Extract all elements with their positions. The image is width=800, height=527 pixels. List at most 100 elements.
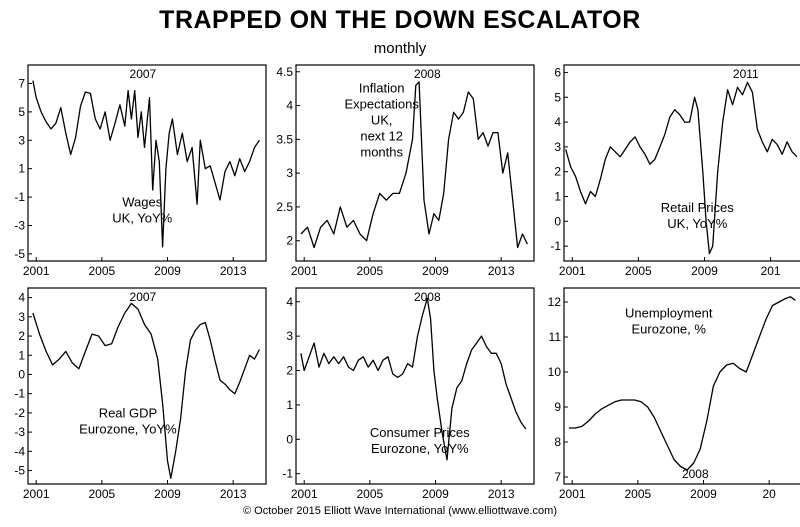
y-tick-label: 6 (554, 65, 561, 79)
series-label: Eurozone, % (632, 322, 707, 337)
x-tick-label: 2001 (23, 487, 50, 501)
y-tick-label: 0 (286, 432, 293, 446)
y-tick-label: 7 (554, 470, 561, 484)
plot-frame (295, 64, 535, 262)
chart-panel-6: 7 8 9 10 11 12 2001 2005 2009 20 UnemploymentEuroz… (548, 287, 800, 501)
peak-annotation: 2007 (130, 67, 157, 81)
y-tick-label: 11 (549, 330, 562, 344)
x-tick-label: 2013 (488, 487, 515, 501)
y-tick-label: -1 (282, 467, 293, 481)
series-line (32, 80, 260, 248)
chart-panel-3: -1 0 1 2 3 4 5 6 2001 2005 2009 201 Retail PricesUK,… (550, 64, 800, 278)
x-tick-label: 2013 (220, 264, 247, 278)
y-tick-label: 4.5 (276, 65, 293, 79)
y-tick-label: 3 (286, 166, 293, 180)
y-tick-label: 8 (554, 435, 561, 449)
series-label: Unemployment (625, 306, 713, 321)
chart-title: TRAPPED ON THE DOWN ESCALATOR (159, 6, 641, 34)
peak-annotation: 2008 (414, 290, 441, 304)
y-tick-label: 7 (18, 76, 25, 90)
peak-annotation: 2007 (130, 290, 157, 304)
series-label: Inflation (359, 81, 405, 96)
y-tick-label: 5 (18, 105, 25, 119)
series-line (565, 81, 798, 255)
series-label: Retail Prices (661, 200, 734, 215)
y-tick-label: 0 (554, 214, 561, 228)
y-tick-label: 2 (286, 364, 293, 378)
x-tick-label: 2009 (422, 487, 449, 501)
y-tick-label: 1 (286, 398, 293, 412)
y-tick-label: 3 (18, 310, 25, 324)
x-tick-label: 2013 (220, 487, 247, 501)
series-label: Eurozone, YoY% (371, 441, 469, 456)
x-tick-label: 2005 (89, 487, 116, 501)
peak-annotation: 2008 (682, 467, 709, 481)
x-tick-label: 2009 (154, 487, 181, 501)
y-tick-label: 3 (18, 133, 25, 147)
series-label: Real GDP (99, 406, 158, 421)
series-label: UK, (371, 113, 393, 128)
series-line (300, 297, 527, 461)
x-tick-label: 2005 (357, 487, 384, 501)
chart-panel-4: -5 -4 -3 -2 -1 0 1 2 3 4 2001 2005 2009 2013 Real GDPE… (14, 287, 267, 501)
y-tick-label: 0 (18, 367, 25, 381)
chart-panel-5: -1 0 1 2 3 4 2001 2005 2009 2013 Consumer PricesEu… (282, 287, 535, 501)
y-tick-label: -5 (14, 247, 25, 261)
y-tick-label: -1 (14, 387, 25, 401)
y-tick-label: -3 (14, 218, 25, 232)
x-tick-label: 201 (761, 264, 781, 278)
x-tick-label: 2001 (291, 487, 318, 501)
y-tick-label: 1 (554, 189, 561, 203)
plot-frame (27, 64, 267, 262)
x-tick-label: 2009 (690, 487, 717, 501)
copyright-credit: © October 2015 Elliott Wave Internationa… (243, 505, 557, 517)
y-tick-label: 10 (548, 365, 562, 379)
chart-subtitle: monthly (373, 40, 427, 57)
plot-frame (27, 287, 267, 485)
x-tick-label: 2001 (559, 487, 586, 501)
y-tick-label: 4 (18, 291, 25, 305)
series-line (300, 81, 528, 249)
y-tick-label: 3 (554, 140, 561, 154)
series-label: months (360, 145, 403, 160)
y-tick-label: 2.5 (276, 200, 293, 214)
series-label: Expectations (344, 97, 419, 112)
y-tick-label: 4 (554, 115, 561, 129)
x-tick-label: 2005 (625, 264, 652, 278)
series-label: Wages (122, 194, 162, 209)
series-line (568, 296, 796, 471)
x-tick-label: 2005 (89, 264, 116, 278)
plot-frame (563, 64, 800, 262)
x-tick-label: 2013 (488, 264, 515, 278)
peak-annotation: 2008 (414, 67, 441, 81)
y-tick-label: 4 (286, 99, 293, 113)
x-tick-label: 2005 (625, 487, 652, 501)
y-tick-label: 2 (554, 165, 561, 179)
x-tick-label: 20 (762, 487, 776, 501)
x-tick-label: 2005 (357, 264, 384, 278)
series-line (32, 302, 260, 479)
x-tick-label: 2001 (291, 264, 318, 278)
y-tick-label: -2 (14, 406, 25, 420)
peak-annotation: 2011 (733, 67, 759, 81)
y-tick-label: -5 (14, 464, 25, 478)
y-tick-label: 3 (286, 329, 293, 343)
y-tick-label: 2 (18, 329, 25, 343)
x-tick-label: 2009 (154, 264, 181, 278)
y-tick-label: -3 (14, 425, 25, 439)
x-tick-label: 2009 (422, 264, 449, 278)
series-label: UK, YoY% (667, 216, 727, 231)
series-label: UK, YoY% (112, 210, 172, 225)
y-tick-label: 1 (18, 162, 25, 176)
series-label: Eurozone, YoY% (79, 422, 177, 437)
y-tick-label: 4 (286, 295, 293, 309)
x-tick-label: 2001 (23, 264, 50, 278)
x-tick-label: 2009 (691, 264, 718, 278)
y-tick-label: -1 (14, 190, 25, 204)
series-label: next 12 (360, 129, 403, 144)
y-tick-label: -4 (14, 444, 25, 458)
chart-panel-2: 2 2.5 3 3.5 4 4.5 2001 2005 2009 2013 InflationExp… (276, 64, 535, 278)
y-tick-label: 5 (554, 90, 561, 104)
